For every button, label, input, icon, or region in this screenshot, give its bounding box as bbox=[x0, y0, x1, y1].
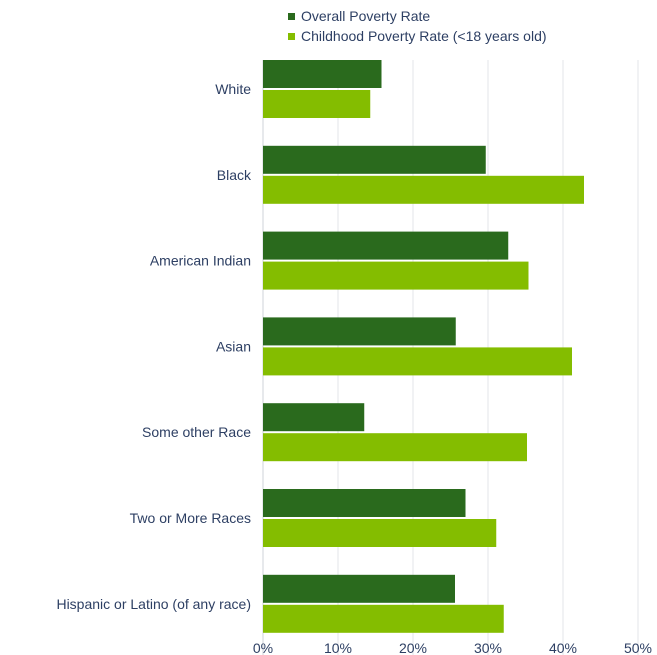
bar-childhood bbox=[263, 433, 527, 462]
x-tick-label: 40% bbox=[549, 640, 577, 655]
bar-childhood bbox=[263, 261, 529, 290]
x-tick-label: 10% bbox=[324, 640, 352, 655]
bar-overall bbox=[263, 489, 466, 517]
legend-item-overall: Overall Poverty Rate bbox=[288, 6, 547, 26]
legend-label-childhood: Childhood Poverty Rate (<18 years old) bbox=[301, 28, 547, 44]
bar-childhood bbox=[263, 604, 504, 633]
bar-childhood bbox=[263, 519, 497, 547]
x-tick-labels: 0% 10% 20% 30% 40% 50% bbox=[253, 640, 652, 655]
legend-swatch-childhood bbox=[288, 32, 295, 40]
category-label: Two or More Races bbox=[130, 510, 251, 526]
category-labels: White Black American Indian Asian Some other… bbox=[56, 81, 252, 612]
category-label: Some other Race bbox=[142, 424, 251, 440]
bar-childhood bbox=[263, 347, 572, 376]
category-label: Asian bbox=[216, 338, 251, 354]
x-tick-label: 20% bbox=[399, 640, 427, 655]
bars bbox=[263, 60, 584, 633]
x-tick-label: 30% bbox=[474, 640, 502, 655]
legend: Overall Poverty Rate Childhood Poverty R… bbox=[288, 6, 547, 46]
category-label: American Indian bbox=[150, 253, 251, 269]
bar-overall bbox=[263, 403, 365, 432]
legend-swatch-overall bbox=[288, 12, 295, 20]
x-tick-label: 0% bbox=[253, 640, 273, 655]
bar-overall bbox=[263, 145, 486, 174]
category-label: Hispanic or Latino (of any race) bbox=[56, 596, 251, 612]
category-label: Black bbox=[217, 167, 252, 183]
legend-label-overall: Overall Poverty Rate bbox=[301, 8, 431, 24]
bar-childhood bbox=[263, 175, 584, 204]
x-tick-label: 50% bbox=[624, 640, 652, 655]
bar-overall bbox=[263, 231, 509, 260]
legend-item-childhood: Childhood Poverty Rate (<18 years old) bbox=[288, 26, 547, 46]
bar-overall bbox=[263, 317, 456, 346]
bar-overall bbox=[263, 60, 382, 88]
category-label: White bbox=[215, 81, 251, 97]
bar-childhood bbox=[263, 90, 371, 118]
bar-overall bbox=[263, 574, 455, 603]
